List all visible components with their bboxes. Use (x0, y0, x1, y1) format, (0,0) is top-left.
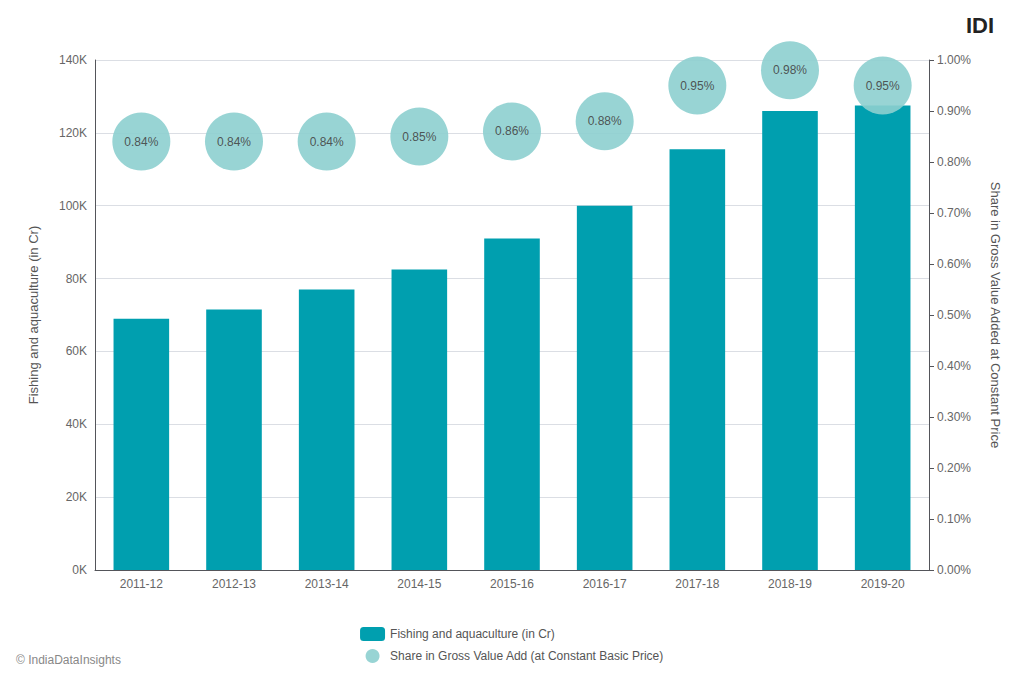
svg-text:60K: 60K (66, 344, 87, 358)
svg-text:0.30%: 0.30% (937, 410, 971, 424)
svg-text:0K: 0K (72, 563, 87, 577)
svg-text:0.50%: 0.50% (937, 308, 971, 322)
svg-text:80K: 80K (66, 272, 87, 286)
svg-text:0.90%: 0.90% (937, 104, 971, 118)
svg-text:0.60%: 0.60% (937, 257, 971, 271)
svg-text:2014-15: 2014-15 (397, 577, 441, 591)
svg-text:0.10%: 0.10% (937, 512, 971, 526)
svg-text:© IndiaDataInsights: © IndiaDataInsights (16, 653, 121, 667)
svg-text:2011-12: 2011-12 (120, 577, 163, 591)
svg-text:2015-16: 2015-16 (490, 577, 534, 591)
svg-text:0.95%: 0.95% (866, 79, 900, 93)
svg-text:1.00%: 1.00% (937, 53, 971, 67)
svg-text:40K: 40K (66, 417, 87, 431)
svg-text:2019-20: 2019-20 (861, 577, 905, 591)
svg-text:2017-18: 2017-18 (675, 577, 719, 591)
svg-text:Share in Gross Value Added at: Share in Gross Value Added at Constant P… (988, 182, 1003, 448)
svg-text:2016-17: 2016-17 (583, 577, 627, 591)
svg-text:20K: 20K (66, 490, 87, 504)
svg-text:0.84%: 0.84% (124, 135, 158, 149)
svg-text:0.85%: 0.85% (402, 130, 436, 144)
svg-text:Share in Gross Value Add (at C: Share in Gross Value Add (at Constant Ba… (390, 649, 663, 663)
svg-text:2012-13: 2012-13 (212, 577, 256, 591)
svg-text:0.20%: 0.20% (937, 461, 971, 475)
svg-text:2013-14: 2013-14 (305, 577, 349, 591)
svg-text:0.95%: 0.95% (680, 79, 714, 93)
svg-text:Fishing and aquaculture (in Cr: Fishing and aquaculture (in Cr) (26, 226, 41, 404)
svg-text:0.80%: 0.80% (937, 155, 971, 169)
svg-text:0.88%: 0.88% (588, 114, 622, 128)
svg-text:Fishing and aquaculture (in Cr: Fishing and aquaculture (in Cr) (390, 627, 555, 641)
svg-text:0.98%: 0.98% (773, 63, 807, 77)
svg-text:100K: 100K (59, 199, 87, 213)
svg-text:120K: 120K (59, 126, 87, 140)
svg-text:2018-19: 2018-19 (768, 577, 812, 591)
svg-text:0.00%: 0.00% (937, 563, 971, 577)
svg-text:140K: 140K (59, 53, 87, 67)
svg-text:0.86%: 0.86% (495, 124, 529, 138)
svg-text:0.84%: 0.84% (217, 135, 251, 149)
svg-text:IDI: IDI (966, 13, 994, 38)
svg-text:0.70%: 0.70% (937, 206, 971, 220)
svg-text:0.84%: 0.84% (310, 135, 344, 149)
svg-text:0.40%: 0.40% (937, 359, 971, 373)
